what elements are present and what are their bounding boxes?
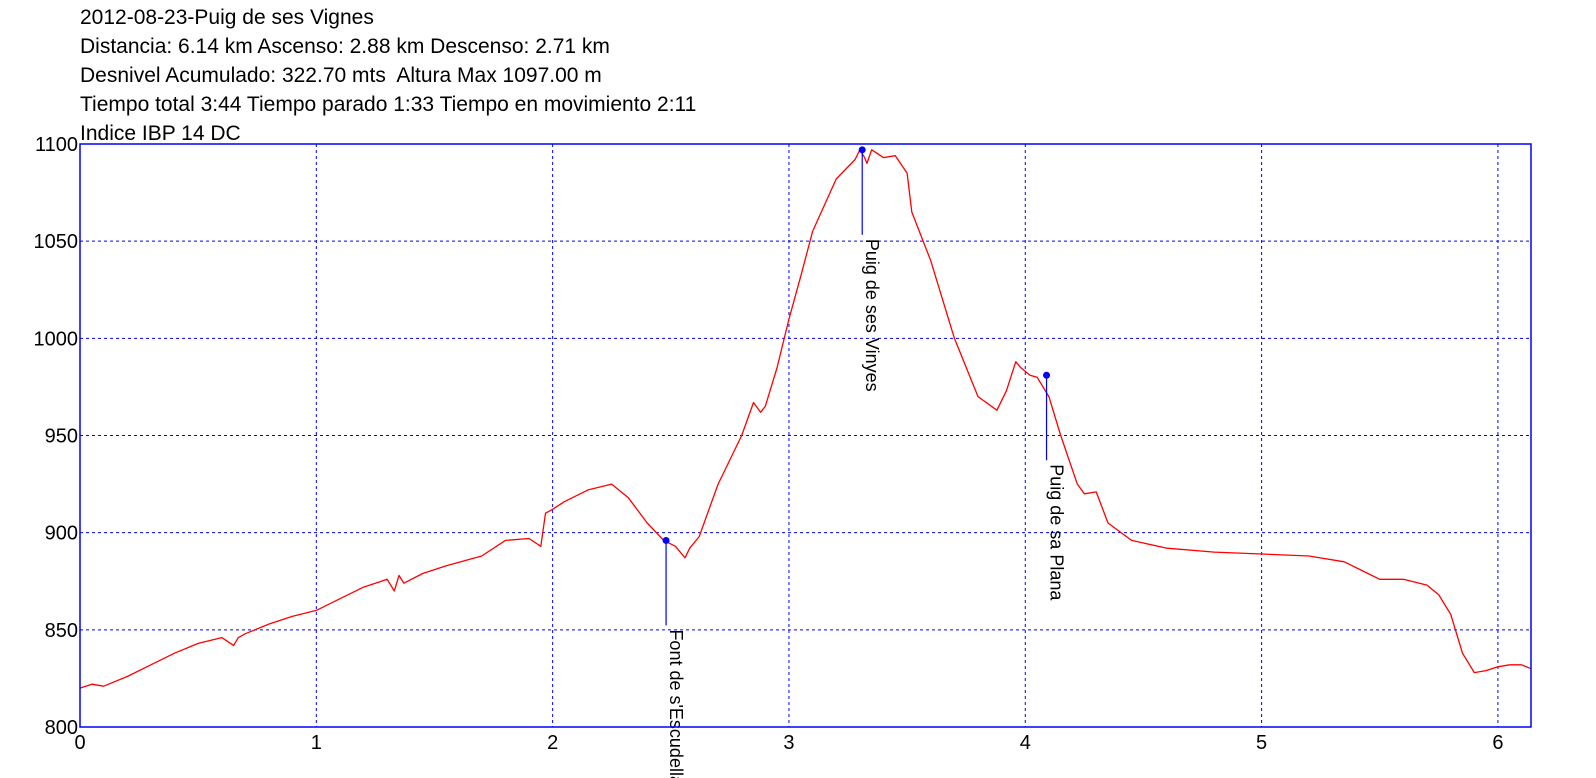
waypoint-marker (1043, 371, 1051, 379)
waypoint-label: Font de s'Escudella (666, 629, 686, 778)
x-tick-label: 6 (1492, 732, 1503, 754)
x-tick-label: 2 (547, 732, 558, 754)
x-tick-label: 0 (74, 732, 85, 754)
y-tick-label: 950 (45, 426, 78, 448)
x-tick-label: 3 (783, 732, 794, 754)
series-group (79, 149, 1532, 689)
y-tick-label: 800 (45, 717, 78, 739)
x-axis-tick-labels: 0 1 2 3 4 5 6 (74, 732, 1503, 754)
elevation-stats: Desnivel Acumulado: 322.70 mts Altura Ma… (80, 64, 602, 87)
waypoint-marker (858, 146, 866, 154)
y-tick-label: 850 (45, 620, 78, 642)
waypoint-label: Puig de ses Vinyes (862, 239, 882, 392)
x-tick-label: 1 (311, 732, 322, 754)
y-tick-label: 1100 (35, 134, 78, 156)
x-tick-label: 4 (1020, 732, 1031, 754)
waypoint-label: Puig de sa Plana (1047, 464, 1067, 601)
waypoints-group: Font de s'Escudella Puig de ses Vinyes Pui… (662, 146, 1067, 778)
elevation-line (79, 149, 1532, 689)
chart-title: 2012-08-23-Puig de ses Vignes (80, 6, 374, 29)
ibp-index: Indice IBP 14 DC (80, 122, 241, 145)
time-stats: Tiempo total 3:44 Tiempo parado 1:33 Tie… (80, 93, 697, 116)
y-tick-label: 900 (45, 523, 78, 545)
grid-lines (80, 144, 1531, 727)
y-tick-label: 1050 (34, 231, 79, 253)
plot-frame (79, 143, 1532, 728)
chart-header: 2012-08-23-Puig de ses Vignes Distancia:… (80, 3, 696, 148)
waypoint-marker (662, 536, 670, 544)
distance-stats: Distancia: 6.14 km Ascenso: 2.88 km Desc… (80, 35, 610, 58)
y-axis-tick-labels: 800 850 900 950 1000 1050 1100 (34, 134, 79, 739)
x-tick-label: 5 (1256, 732, 1267, 754)
y-tick-label: 1000 (34, 328, 79, 350)
